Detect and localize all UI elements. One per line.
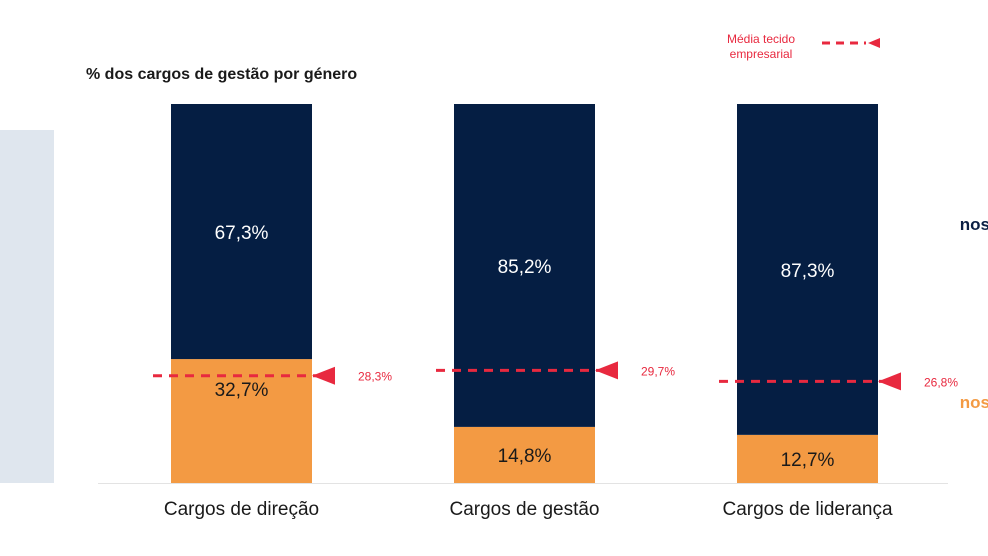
bar-segment-men [171, 104, 312, 360]
reference-label: 29,7% [641, 364, 675, 378]
data-label: 85,2% [498, 257, 552, 278]
legend-label-men: nos [959, 215, 988, 234]
reference-arrow-icon [312, 366, 335, 385]
bar-segment-women [454, 426, 595, 483]
reference-arrow-icon [595, 361, 618, 380]
data-label: 12,7% [781, 450, 835, 471]
reference-legend-label: Média tecido empresarial [726, 32, 796, 61]
reference-label: 26,8% [924, 375, 958, 389]
reference-legend-swatch [822, 38, 880, 48]
bar-segment-men [454, 104, 595, 427]
data-label: 87,3% [781, 261, 835, 282]
data-label: 32,7% [215, 380, 269, 401]
data-label: 67,3% [215, 223, 269, 244]
category-label: Cargos de direção [164, 499, 319, 520]
category-label: Cargos de liderança [722, 499, 892, 520]
legend-label-women: nos [959, 393, 988, 412]
bar-segment-women [171, 359, 312, 483]
bar-segment-men [737, 104, 878, 435]
bar-segment-women [737, 434, 878, 483]
legend-panel [0, 130, 54, 483]
data-label: 14,8% [498, 446, 552, 467]
reference-arrow-icon [878, 372, 901, 391]
chart-title: % dos cargos de gestão por género [86, 66, 358, 83]
reference-label: 28,3% [358, 370, 392, 384]
category-label: Cargos de gestão [450, 499, 600, 520]
